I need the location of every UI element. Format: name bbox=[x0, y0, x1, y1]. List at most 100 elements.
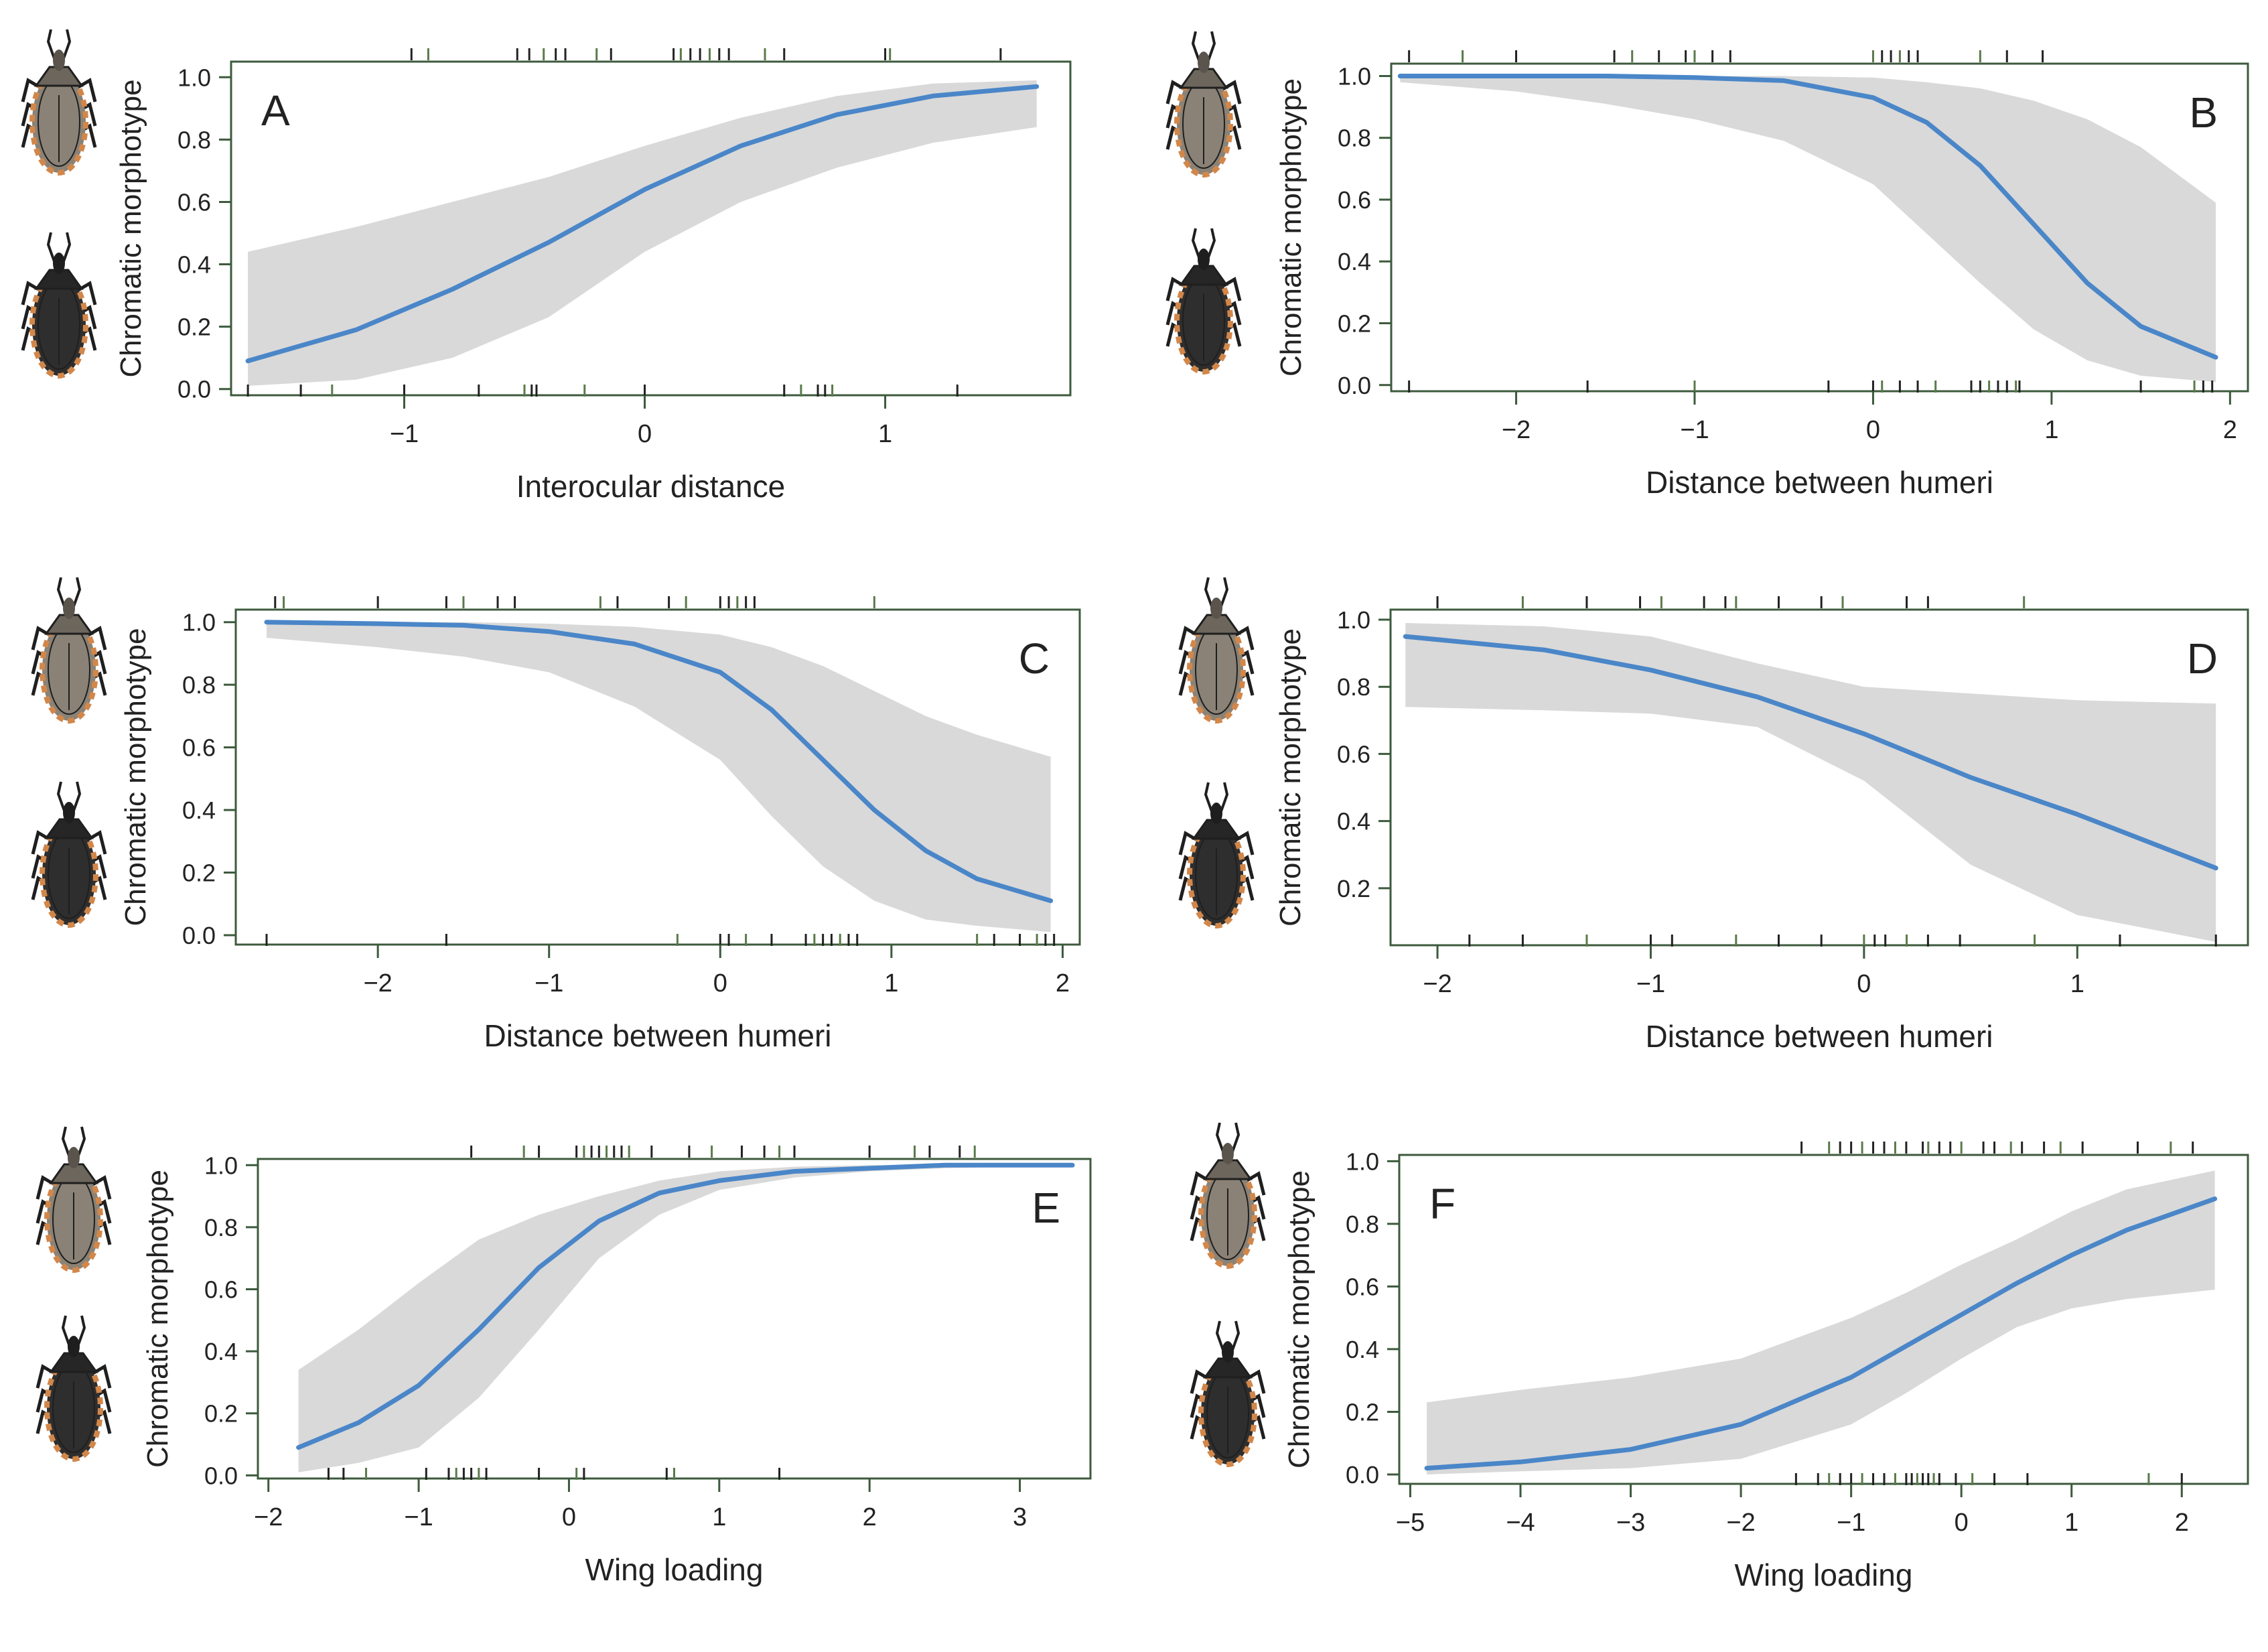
chart-panel-b: −2 −1 0 1 2 0.0 0.2 0.4 0.6 0.8 1.0 Distance betwee… bbox=[1165, 31, 2249, 500]
plot-frame bbox=[1398, 1154, 2249, 1485]
y-axis-title: Chromatic morphotype bbox=[141, 1170, 174, 1468]
confidence-band bbox=[267, 622, 1051, 933]
x-tick-label: 1 bbox=[2064, 1509, 2078, 1537]
chart-panel-f: −5 −4 −3 −2 −1 0 1 2 0.0 0.2 0.4 0.6 0.8 1.0 Wing load… bbox=[1190, 1122, 2249, 1592]
y-axis-title: Chromatic morphotype bbox=[119, 628, 152, 926]
y-axis-title: Chromatic morphotype bbox=[1274, 628, 1307, 926]
panel-letter: D bbox=[2187, 634, 2218, 683]
y-tick-label: 0.0 bbox=[178, 376, 211, 403]
x-tick-label: 1 bbox=[2044, 416, 2058, 444]
y-tick-label: 0.4 bbox=[1338, 248, 1371, 275]
x-tick-label: 0 bbox=[562, 1503, 576, 1531]
x-tick-label: 2 bbox=[2175, 1509, 2189, 1537]
x-tick-label: −3 bbox=[1616, 1509, 1645, 1537]
fitted-curve bbox=[1403, 634, 2218, 871]
y-tick-label: 0.8 bbox=[178, 126, 211, 153]
x-tick-label: −1 bbox=[535, 969, 563, 997]
y-tick-label: 1.0 bbox=[182, 609, 216, 636]
x-tick-label: 3 bbox=[1013, 1503, 1027, 1531]
x-tick-label: −4 bbox=[1506, 1509, 1535, 1537]
x-axis-title: Distance between humeri bbox=[1646, 465, 1993, 500]
x-tick-label: −1 bbox=[1636, 970, 1665, 998]
light-morph-bug-icon bbox=[31, 577, 107, 724]
y-tick-label: 0.4 bbox=[178, 251, 211, 279]
x-tick-label: 1 bbox=[2070, 970, 2084, 998]
y-tick-label: 0.2 bbox=[1346, 1398, 1379, 1426]
dark-morph-bug-icon bbox=[36, 1315, 112, 1462]
y-tick-label: 0.4 bbox=[204, 1338, 238, 1365]
y-axis-title: Chromatic morphotype bbox=[1275, 78, 1307, 376]
plot-frame bbox=[1390, 62, 2249, 393]
x-tick-label: 0 bbox=[713, 969, 727, 997]
x-tick-label: 2 bbox=[2223, 416, 2237, 444]
y-tick-label: 0.2 bbox=[1337, 875, 1370, 902]
x-tick-label: −2 bbox=[1502, 416, 1531, 444]
y-tick-label: 0.8 bbox=[204, 1214, 238, 1241]
fitted-curve bbox=[264, 620, 1054, 904]
confidence-band bbox=[1427, 1170, 2215, 1474]
y-tick-label: 0.8 bbox=[1346, 1211, 1379, 1238]
x-axis-title: Wing loading bbox=[1735, 1558, 1913, 1592]
dark-morph-bug-icon bbox=[31, 781, 107, 928]
x-axis-title: Distance between humeri bbox=[484, 1018, 831, 1053]
y-tick-label: 0.6 bbox=[204, 1276, 238, 1304]
x-axis-title: Distance between humeri bbox=[1645, 1019, 1993, 1054]
panel-letter: C bbox=[1019, 634, 1050, 683]
y-tick-label: 0.4 bbox=[1346, 1336, 1379, 1363]
chart-panel-d: −2 −1 0 1 0.2 0.4 0.6 0.8 1.0 Distance between hu… bbox=[1178, 577, 2249, 1054]
y-tick-label: 0.2 bbox=[178, 314, 211, 341]
x-tick-label: −1 bbox=[404, 1503, 433, 1531]
dark-morph-bug-icon bbox=[1178, 782, 1255, 928]
y-tick-label: 0.0 bbox=[204, 1462, 238, 1489]
confidence-band bbox=[1405, 623, 2216, 942]
y-axis-title: Chromatic morphotype bbox=[1283, 1170, 1316, 1468]
fitted-curve bbox=[1424, 1196, 2218, 1471]
plot-frame bbox=[1389, 608, 2249, 947]
y-tick-label: 0.0 bbox=[1338, 372, 1371, 399]
x-tick-label: 0 bbox=[1955, 1509, 1969, 1537]
chart-panel-a: −1 0 1 0.0 0.2 0.4 0.6 0.8 1.0 Interocular distan… bbox=[21, 29, 1072, 504]
x-tick-label: 0 bbox=[1866, 416, 1880, 444]
light-morph-bug-icon bbox=[1178, 577, 1255, 724]
y-tick-label: 0.6 bbox=[182, 734, 216, 762]
y-tick-label: 0.6 bbox=[178, 188, 211, 216]
chart-panel-c: −2 −1 0 1 2 0.0 0.2 0.4 0.6 0.8 1.0 Distance betwee… bbox=[31, 577, 1081, 1053]
y-tick-label: 0.0 bbox=[1346, 1461, 1379, 1489]
x-tick-label: −2 bbox=[1423, 970, 1451, 998]
light-morph-bug-icon bbox=[1190, 1122, 1266, 1269]
light-morph-bug-icon bbox=[1165, 31, 1242, 178]
panel-letter: B bbox=[2189, 88, 2218, 137]
x-tick-label: −1 bbox=[390, 420, 419, 448]
y-tick-label: 0.0 bbox=[182, 922, 216, 949]
y-tick-label: 0.8 bbox=[1337, 673, 1370, 701]
y-tick-label: 0.6 bbox=[1338, 186, 1371, 214]
y-tick-label: 0.4 bbox=[182, 797, 216, 824]
x-tick-label: 2 bbox=[1056, 969, 1070, 997]
x-axis-title: Wing loading bbox=[585, 1552, 764, 1587]
light-morph-bug-icon bbox=[36, 1126, 112, 1273]
x-tick-label: −1 bbox=[1837, 1509, 1865, 1537]
y-tick-label: 1.0 bbox=[204, 1152, 238, 1179]
x-tick-label: 1 bbox=[712, 1503, 726, 1531]
fitted-curve bbox=[296, 1162, 1075, 1450]
x-tick-label: −2 bbox=[363, 969, 392, 997]
dark-morph-bug-icon bbox=[1165, 228, 1242, 374]
light-morph-bug-icon bbox=[21, 29, 97, 176]
fitted-curve bbox=[245, 84, 1040, 364]
x-tick-label: 2 bbox=[863, 1503, 877, 1531]
panel-letter: A bbox=[261, 86, 290, 135]
plot-frame bbox=[230, 60, 1072, 397]
y-tick-label: 1.0 bbox=[1337, 606, 1370, 634]
x-tick-label: 0 bbox=[1857, 970, 1871, 998]
x-tick-label: −5 bbox=[1396, 1509, 1425, 1537]
dark-morph-bug-icon bbox=[1190, 1320, 1266, 1467]
y-tick-label: 0.4 bbox=[1337, 808, 1370, 835]
confidence-band bbox=[298, 1165, 1073, 1472]
fitted-curve bbox=[1397, 74, 2218, 360]
plot-frame bbox=[234, 608, 1081, 946]
x-tick-label: 1 bbox=[878, 420, 892, 448]
x-tick-label: 0 bbox=[638, 420, 652, 448]
y-tick-label: 0.8 bbox=[182, 671, 216, 699]
y-tick-label: 1.0 bbox=[178, 64, 211, 91]
